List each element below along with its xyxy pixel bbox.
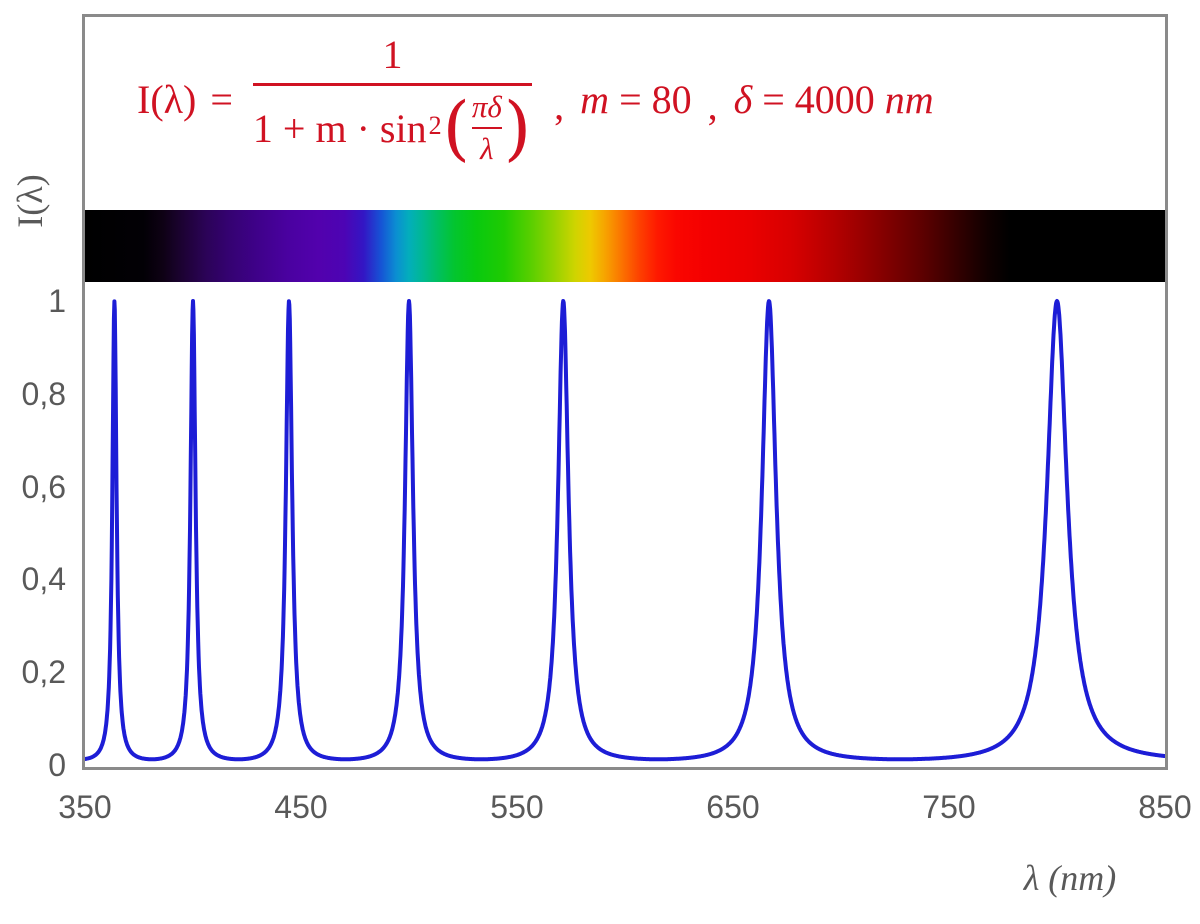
y-tick-label: 0,6 xyxy=(21,468,66,505)
formula-fraction: 1 1 + m · sin 2 ( πδ λ ) xyxy=(252,31,533,167)
x-tick-label: 750 xyxy=(922,789,976,825)
plot-frame: I(λ) = 1 1 + m · sin 2 ( πδ λ ) , m = 80 … xyxy=(82,14,1168,770)
y-tick-label: 1 xyxy=(48,283,66,319)
fraction-denominator: 1 + m · sin 2 ( πδ λ ) xyxy=(253,89,532,167)
formula-comma-2: , xyxy=(707,82,718,128)
x-tick-label: 550 xyxy=(490,789,544,825)
x-tick-label: 450 xyxy=(274,789,328,825)
inner-fraction-bar xyxy=(471,127,502,129)
x-axis-title: λ (nm) xyxy=(1023,858,1117,898)
inner-denominator: λ xyxy=(480,131,494,166)
intensity-curve-svg xyxy=(85,299,1165,762)
y-tick-label: 0,8 xyxy=(21,375,66,412)
x-tick-label: 350 xyxy=(58,789,112,825)
formula-lhs: I(λ) xyxy=(137,76,197,122)
x-tick-label: 850 xyxy=(1138,789,1192,825)
fraction-bar xyxy=(252,83,533,86)
right-paren: ) xyxy=(503,86,532,169)
formula-comma-1: , xyxy=(554,82,565,128)
param-delta-value: = 4000 xyxy=(762,76,875,122)
formula-equals: = xyxy=(210,76,233,122)
intensity-curve xyxy=(85,299,1165,762)
y-tick-label: 0,4 xyxy=(21,561,66,598)
param-m-name: m xyxy=(580,76,610,122)
x-tick-label: 650 xyxy=(706,789,760,825)
y-tick-label: 0 xyxy=(48,747,66,783)
param-delta-unit: nm xyxy=(884,76,934,122)
sin-exponent: 2 xyxy=(428,111,442,140)
y-axis-title: I(λ) xyxy=(10,174,50,228)
param-delta-name: δ xyxy=(733,76,753,122)
denominator-text: 1 + m · sin xyxy=(252,105,427,151)
inner-numerator: πδ xyxy=(471,89,502,124)
fraction-numerator: 1 xyxy=(382,32,403,77)
param-delta: δ = 4000 nm xyxy=(734,76,934,123)
y-tick-label: 0,2 xyxy=(21,654,66,691)
param-m: m = 80 xyxy=(580,76,691,123)
left-paren: ( xyxy=(442,86,470,169)
visible-spectrum-bar xyxy=(85,210,1165,282)
param-m-value: = 80 xyxy=(619,76,692,122)
inner-fraction: πδ λ xyxy=(471,89,502,167)
formula: I(λ) = 1 1 + m · sin 2 ( πδ λ ) , m = 80 … xyxy=(137,31,934,167)
